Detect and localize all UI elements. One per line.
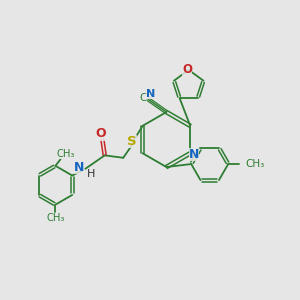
Text: N: N	[74, 161, 84, 174]
Text: O: O	[182, 63, 192, 76]
Text: CH₃: CH₃	[46, 213, 64, 223]
Text: H: H	[87, 169, 95, 179]
Text: CH₃: CH₃	[57, 149, 75, 159]
Text: O: O	[95, 128, 106, 140]
Text: N: N	[146, 89, 155, 99]
Text: S: S	[128, 135, 137, 148]
Text: N: N	[189, 148, 199, 161]
Text: C: C	[140, 93, 147, 103]
Text: CH₃: CH₃	[245, 159, 264, 169]
